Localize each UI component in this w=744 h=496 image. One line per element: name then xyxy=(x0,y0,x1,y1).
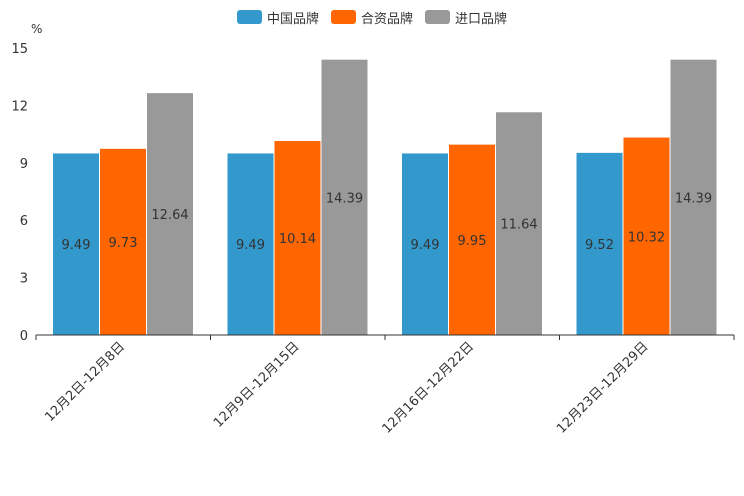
legend-item-china-brand[interactable]: 中国品牌 xyxy=(236,8,319,27)
y-axis-unit: % xyxy=(31,22,43,36)
legend-swatch-import-brand xyxy=(425,10,450,24)
x-category-label: 12月23日-12月29日 xyxy=(554,339,651,436)
legend-swatch-joint-venture-brand xyxy=(330,10,356,24)
bar-data-label: 9.49 xyxy=(411,238,440,253)
bar xyxy=(321,59,368,336)
bar-data-label: 9.49 xyxy=(62,238,91,253)
legend-label-import-brand: 进口品牌 xyxy=(455,11,508,27)
legend-swatch-china-brand xyxy=(236,10,262,24)
y-tick-label: 3 xyxy=(20,272,28,287)
y-tick-label: 9 xyxy=(20,157,28,172)
bar xyxy=(227,153,274,335)
x-category-label: 12月9日-12月15日 xyxy=(211,339,303,431)
bar xyxy=(670,59,717,336)
legend-item-import-brand[interactable]: 进口品牌 xyxy=(425,8,507,27)
bar xyxy=(100,148,146,335)
bar xyxy=(274,140,321,335)
bar-data-label: 11.64 xyxy=(500,218,537,233)
bar xyxy=(53,153,99,335)
x-category-label: 12月2日-12月8日 xyxy=(42,339,128,425)
y-tick-label: 15 xyxy=(11,42,28,57)
bar xyxy=(623,137,670,335)
y-tick-label: 0 xyxy=(20,329,28,344)
bar-data-label: 9.49 xyxy=(236,238,265,253)
bar xyxy=(496,112,542,336)
bar-data-label: 9.95 xyxy=(458,234,487,249)
bar-data-label: 9.52 xyxy=(585,238,614,253)
bar-data-label: 14.39 xyxy=(675,191,712,206)
bar xyxy=(449,144,495,335)
bar-data-label: 10.32 xyxy=(628,230,665,245)
bar xyxy=(147,93,193,335)
bar-data-label: 9.73 xyxy=(109,236,138,251)
legend-label-joint-venture-brand: 合资品牌 xyxy=(360,11,413,27)
bar-data-label: 14.39 xyxy=(326,191,363,206)
bar-data-label: 12.64 xyxy=(151,208,188,223)
bar xyxy=(576,152,623,335)
x-category-label: 12月16日-12月22日 xyxy=(380,339,477,436)
legend-item-joint-venture-brand[interactable]: 合资品牌 xyxy=(330,8,413,27)
y-tick-label: 6 xyxy=(20,214,28,229)
bar xyxy=(402,153,448,335)
y-tick-label: 12 xyxy=(11,99,28,114)
chart-legend: 中国品牌 合资品牌 进口品牌 xyxy=(0,6,744,28)
legend-label-china-brand: 中国品牌 xyxy=(266,11,319,27)
bar-data-label: 10.14 xyxy=(279,232,316,247)
